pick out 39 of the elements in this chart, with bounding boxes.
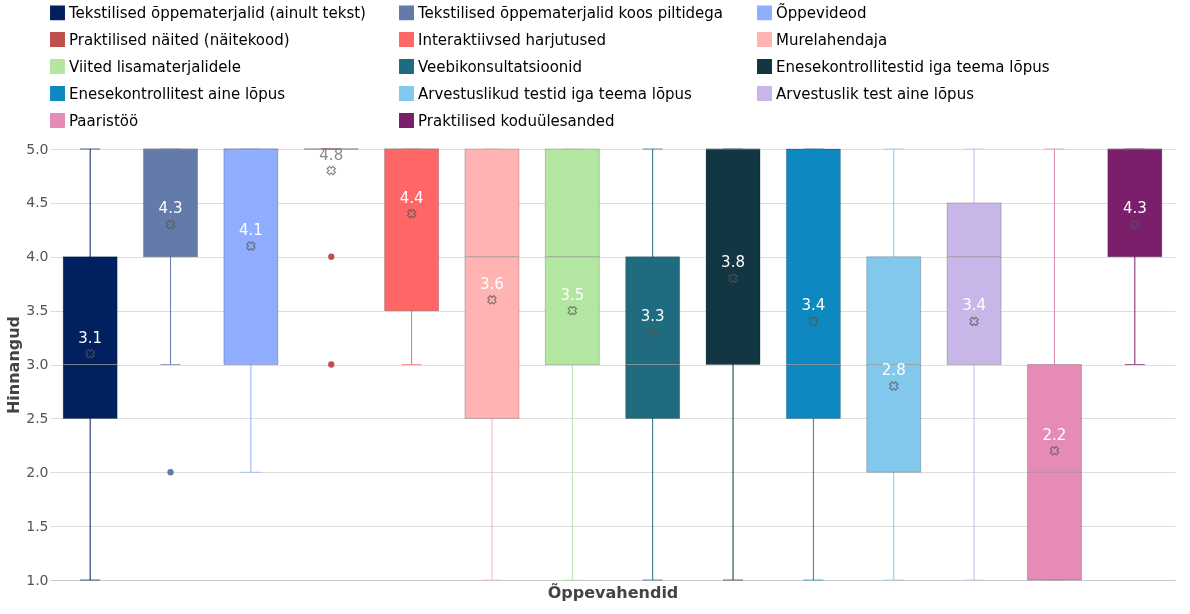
legend-label: Paaristöö bbox=[69, 111, 139, 130]
y-tick-label: 1.0 bbox=[26, 571, 49, 588]
legend-label: Murelahendaja bbox=[776, 30, 888, 49]
y-tick-label: 1.5 bbox=[26, 517, 49, 534]
text: 4.1 bbox=[238, 220, 263, 239]
legend-label: Viited lisamaterjalidele bbox=[69, 57, 241, 76]
text: 3.3 bbox=[640, 307, 665, 326]
text: 3.8 bbox=[721, 253, 745, 272]
y-tick-label: 4.0 bbox=[26, 248, 49, 265]
legend-label: Arvestuslikud testid iga teema lõpus bbox=[418, 84, 693, 103]
text: 3.5 bbox=[560, 285, 585, 304]
y-tick-label: 2.5 bbox=[26, 409, 49, 426]
text: 4.8 bbox=[319, 145, 344, 164]
y-tick-label: 2.0 bbox=[26, 463, 49, 480]
text: 2.2 bbox=[1042, 425, 1067, 444]
legend-label: Õppevideod bbox=[776, 2, 867, 22]
x-axis-title: Õppevahendid bbox=[547, 582, 679, 602]
y-axis-title: Hinnangud bbox=[4, 315, 24, 415]
text: 3.6 bbox=[480, 274, 504, 293]
text: 4.4 bbox=[399, 188, 424, 207]
legend-label: Tekstilised õppematerjalid (ainult tekst) bbox=[68, 3, 366, 22]
legend-label: Enesekontrollitestid iga teema lõpus bbox=[776, 57, 1050, 76]
text: 4.3 bbox=[1122, 199, 1147, 218]
y-tick-label: 3.5 bbox=[26, 302, 49, 319]
text: 3.4 bbox=[962, 296, 987, 315]
legend-label: Praktilised näited (näitekood) bbox=[69, 30, 290, 49]
legend-label: Veebikonsultatsioonid bbox=[418, 57, 583, 76]
text: 4.3 bbox=[158, 199, 183, 218]
y-tick-label: 5.0 bbox=[26, 140, 49, 157]
legend-label: Interaktiivsed harjutused bbox=[418, 30, 607, 49]
legend-label: Arvestuslik test aine lõpus bbox=[776, 84, 975, 103]
legend-label: Tekstilised õppematerjalid koos piltidega bbox=[417, 3, 724, 22]
text: 2.8 bbox=[881, 361, 906, 380]
y-tick-label: 4.5 bbox=[26, 194, 49, 211]
text: 3.4 bbox=[801, 296, 826, 315]
text: 3.1 bbox=[78, 328, 103, 347]
legend-label: Praktilised koduülesanded bbox=[418, 111, 615, 130]
legend-label: Enesekontrollitest aine lõpus bbox=[69, 84, 286, 103]
y-tick-label: 3.0 bbox=[26, 356, 49, 372]
